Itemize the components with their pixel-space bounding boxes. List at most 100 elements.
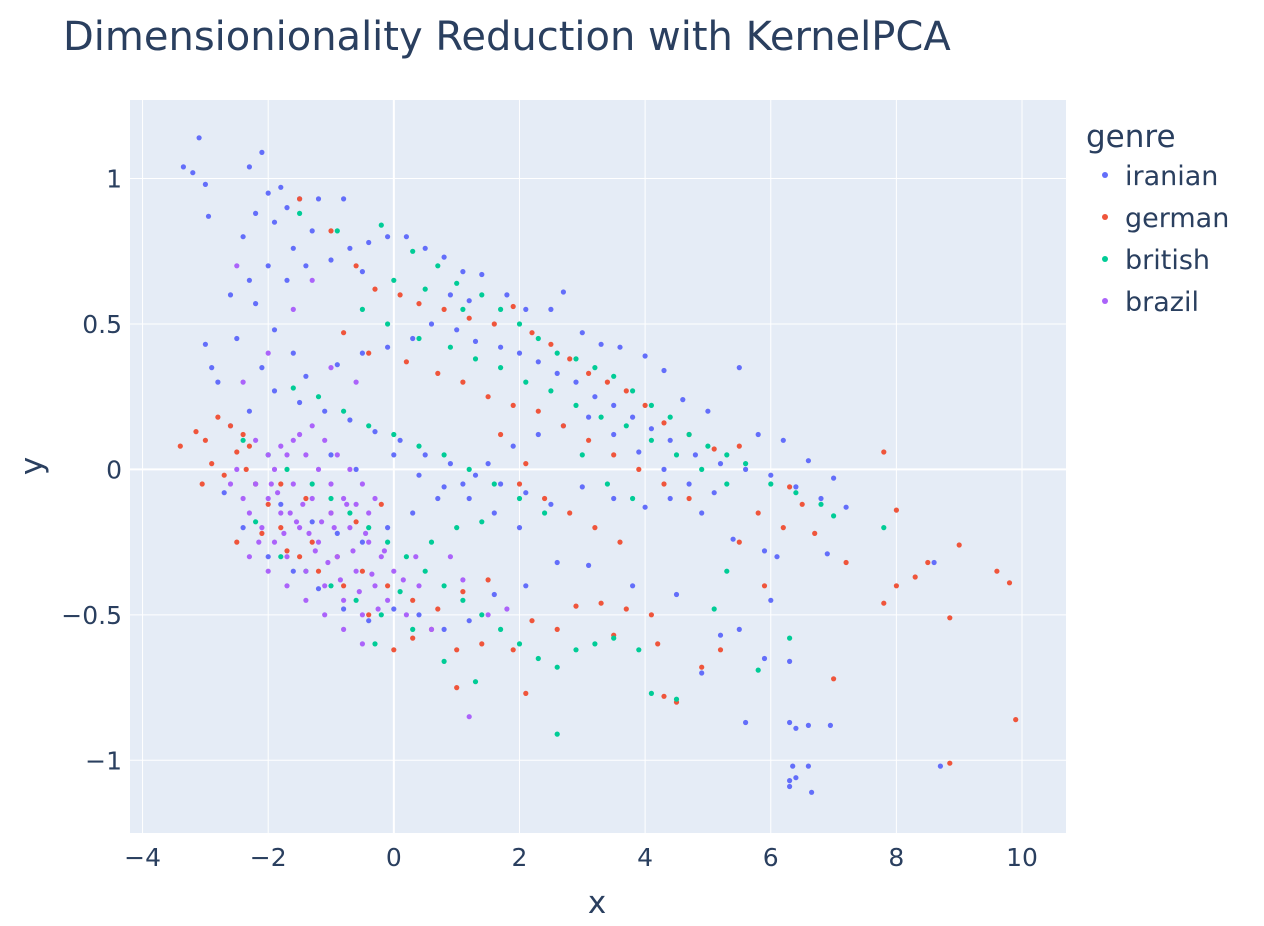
data-point[interactable] — [466, 315, 472, 321]
data-point[interactable] — [692, 452, 699, 458]
data-point[interactable] — [265, 263, 271, 269]
data-point[interactable] — [554, 559, 560, 566]
data-point[interactable] — [441, 658, 447, 665]
data-point[interactable] — [315, 196, 322, 202]
data-point[interactable] — [246, 443, 252, 449]
data-point[interactable] — [523, 461, 529, 467]
data-point[interactable] — [284, 583, 290, 589]
data-point[interactable] — [523, 490, 529, 496]
data-point[interactable] — [416, 583, 422, 589]
data-point[interactable] — [381, 548, 387, 554]
data-point[interactable] — [705, 443, 711, 449]
data-point[interactable] — [435, 370, 441, 376]
data-point[interactable] — [542, 510, 548, 516]
data-point[interactable] — [397, 292, 403, 298]
data-point[interactable] — [403, 234, 409, 240]
data-point[interactable] — [768, 481, 774, 487]
data-point[interactable] — [428, 626, 435, 633]
data-point[interactable] — [947, 615, 953, 621]
data-point[interactable] — [661, 420, 667, 426]
data-point[interactable] — [253, 519, 259, 525]
data-point[interactable] — [366, 618, 372, 624]
data-point[interactable] — [416, 301, 422, 307]
data-point[interactable] — [510, 402, 516, 408]
data-point[interactable] — [636, 647, 642, 653]
data-point[interactable] — [359, 539, 365, 545]
data-point[interactable] — [246, 554, 252, 560]
data-point[interactable] — [215, 379, 221, 385]
data-point[interactable] — [586, 437, 592, 443]
data-point[interactable] — [359, 350, 365, 356]
data-point[interactable] — [359, 481, 365, 487]
data-point[interactable] — [498, 365, 504, 371]
data-point[interactable] — [366, 423, 372, 429]
data-point[interactable] — [284, 466, 290, 472]
data-point[interactable] — [334, 530, 340, 537]
data-point[interactable] — [227, 292, 234, 298]
data-point[interactable] — [755, 667, 761, 673]
data-point[interactable] — [359, 568, 365, 574]
data-point[interactable] — [284, 277, 290, 283]
data-point[interactable] — [736, 539, 742, 545]
data-point[interactable] — [309, 495, 315, 502]
data-point[interactable] — [416, 443, 422, 449]
data-point[interactable] — [881, 525, 887, 531]
data-point[interactable] — [356, 589, 362, 595]
data-point[interactable] — [485, 394, 491, 400]
data-point[interactable] — [554, 350, 560, 356]
data-point[interactable] — [548, 501, 554, 507]
data-point[interactable] — [435, 495, 441, 502]
data-point[interactable] — [300, 501, 306, 507]
data-point[interactable] — [805, 763, 812, 769]
data-point[interactable] — [925, 559, 931, 566]
data-point[interactable] — [636, 449, 642, 455]
data-point[interactable] — [199, 481, 205, 487]
data-point[interactable] — [341, 196, 347, 202]
data-point[interactable] — [281, 530, 287, 537]
data-point[interactable] — [303, 263, 309, 269]
data-point[interactable] — [736, 443, 742, 449]
data-point[interactable] — [259, 525, 265, 531]
data-point[interactable] — [240, 525, 246, 531]
data-point[interactable] — [787, 484, 793, 490]
data-point[interactable] — [761, 655, 768, 662]
data-point[interactable] — [793, 725, 799, 731]
data-point[interactable] — [790, 763, 796, 769]
data-point[interactable] — [516, 350, 523, 356]
data-point[interactable] — [956, 542, 962, 548]
data-point[interactable] — [253, 210, 259, 216]
data-point[interactable] — [271, 539, 278, 545]
data-point[interactable] — [573, 356, 579, 362]
data-point[interactable] — [460, 269, 466, 275]
data-point[interactable] — [717, 632, 724, 638]
data-point[interactable] — [454, 525, 460, 531]
data-point[interactable] — [416, 612, 422, 618]
data-point[interactable] — [385, 583, 391, 589]
data-point[interactable] — [787, 783, 793, 790]
data-point[interactable] — [454, 280, 460, 286]
data-point[interactable] — [259, 149, 265, 155]
data-point[interactable] — [297, 431, 303, 438]
data-point[interactable] — [579, 484, 585, 490]
data-point[interactable] — [479, 641, 485, 647]
data-point[interactable] — [234, 539, 240, 545]
data-point[interactable] — [611, 431, 617, 438]
data-point[interactable] — [416, 335, 422, 342]
data-point[interactable] — [293, 519, 300, 525]
data-point[interactable] — [253, 437, 259, 443]
data-point[interactable] — [579, 452, 585, 458]
data-point[interactable] — [385, 344, 391, 350]
data-point[interactable] — [730, 536, 736, 542]
data-point[interactable] — [306, 530, 312, 537]
data-point[interactable] — [391, 647, 397, 653]
data-point[interactable] — [410, 597, 416, 603]
data-point[interactable] — [460, 589, 466, 595]
data-point[interactable] — [699, 664, 705, 670]
data-point[interactable] — [359, 306, 365, 312]
data-point[interactable] — [787, 778, 793, 784]
data-point[interactable] — [265, 568, 271, 574]
data-point[interactable] — [805, 458, 812, 464]
data-point[interactable] — [768, 472, 774, 478]
data-point[interactable] — [196, 135, 202, 141]
data-point[interactable] — [516, 525, 523, 531]
